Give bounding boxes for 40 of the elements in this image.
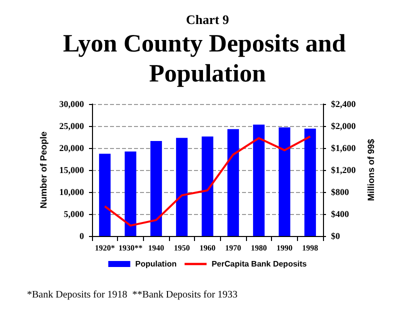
y-tick-label: 10,000 bbox=[59, 187, 84, 197]
x-tick-label: 1920* bbox=[94, 244, 115, 252]
chart-subtitle: Chart 9 bbox=[186, 12, 230, 27]
y2-tick-label: $800 bbox=[331, 187, 350, 197]
bar bbox=[176, 138, 188, 236]
bar bbox=[202, 136, 214, 236]
bar bbox=[99, 154, 111, 236]
bar bbox=[253, 124, 265, 236]
bar bbox=[227, 129, 239, 236]
x-tick-label: 1970 bbox=[225, 244, 242, 252]
bar bbox=[278, 127, 290, 236]
x-tick-label: 1940 bbox=[148, 244, 164, 252]
y-tick-label: 30,000 bbox=[59, 99, 84, 109]
x-tick-label: 1980 bbox=[250, 244, 267, 252]
x-tick-label: 1930** bbox=[118, 244, 142, 252]
y-axis-title: Number of People bbox=[38, 131, 48, 209]
bar bbox=[150, 140, 162, 236]
legend-label: Population bbox=[135, 260, 177, 268]
x-tick-label: 1990 bbox=[276, 244, 292, 252]
x-tick-label: 1950 bbox=[174, 244, 190, 252]
bar bbox=[124, 152, 136, 236]
legend-label: PerCapita Bank Deposits bbox=[212, 260, 308, 268]
y2-tick-label: $0 bbox=[331, 231, 340, 241]
y-tick-label: 0 bbox=[80, 231, 84, 241]
y-tick-label: 20,000 bbox=[59, 143, 84, 153]
x-tick-label: 1960 bbox=[200, 244, 216, 252]
bar bbox=[304, 128, 316, 236]
chart-title: Lyon County Deposits and Population bbox=[63, 30, 352, 88]
y2-axis-title: Millions of 99$ bbox=[366, 138, 376, 202]
y2-tick-label: $1,600 bbox=[331, 143, 356, 153]
y-tick-label: 5,000 bbox=[64, 209, 84, 219]
y-tick-label: 25,000 bbox=[59, 121, 84, 131]
y2-tick-label: $1,200 bbox=[331, 165, 356, 175]
text: *Bank Deposits for 1918 **Bank Deposits for 1933 bbox=[27, 290, 238, 300]
y2-tick-label: $2,000 bbox=[331, 121, 356, 131]
y-tick-label: 15,000 bbox=[59, 165, 84, 175]
y2-tick-label: $400 bbox=[331, 209, 350, 219]
x-tick-label: 1998 bbox=[302, 244, 318, 252]
y2-tick-label: $2,400 bbox=[331, 99, 356, 109]
line-series bbox=[104, 135, 312, 227]
